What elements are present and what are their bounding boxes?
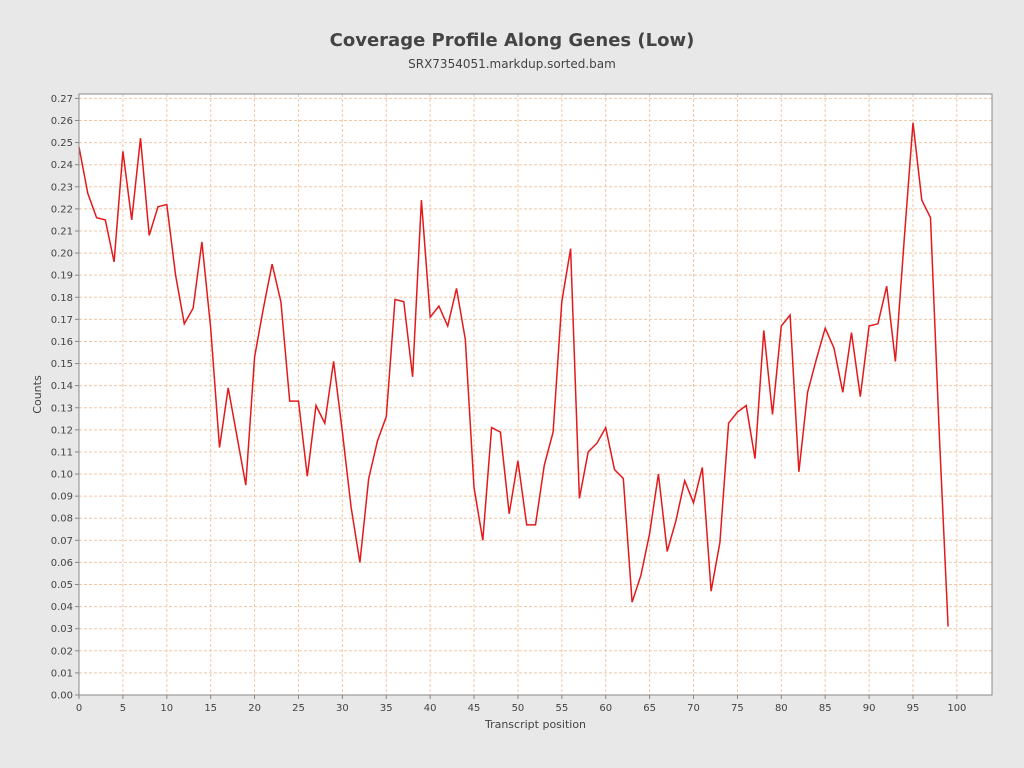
x-tick-label: 55 [555, 703, 568, 714]
y-tick-label: 0.10 [51, 470, 73, 481]
x-tick-label: 50 [512, 703, 525, 714]
y-tick-label: 0.06 [51, 558, 73, 569]
x-tick-label: 5 [120, 703, 126, 714]
y-tick-label: 0.00 [51, 691, 73, 702]
plot-border [78, 93, 993, 696]
axis-layer: 0.00 0.01 0.02 0.03 0.04 0.05 0.06 0.07 0.08 0.09… [51, 94, 967, 714]
y-tick-label: 0.15 [51, 359, 73, 370]
y-tick-label: 0.27 [51, 94, 73, 105]
x-tick-label: 20 [248, 703, 261, 714]
y-tick-label: 0.17 [51, 315, 73, 326]
y-tick-label: 0.11 [51, 447, 73, 458]
x-tick-label: 0 [76, 703, 82, 714]
y-tick-label: 0.22 [51, 204, 73, 215]
series-layer [78, 122, 949, 627]
y-tick-label: 0.02 [51, 646, 73, 657]
x-tick-label: 10 [160, 703, 173, 714]
y-tick-label: 0.23 [51, 182, 73, 193]
x-tick-label: 95 [907, 703, 920, 714]
y-axis-title: Counts [31, 375, 44, 414]
y-tick-label: 0.08 [51, 514, 73, 525]
x-tick-label: 90 [863, 703, 876, 714]
y-tick-label: 0.24 [51, 160, 73, 171]
x-tick-label: 100 [947, 703, 966, 714]
x-tick-label: 45 [468, 703, 481, 714]
y-tick-label: 0.18 [51, 293, 73, 304]
y-tick-label: 0.14 [51, 381, 73, 392]
x-tick-label: 85 [819, 703, 832, 714]
y-tick-label: 0.21 [51, 226, 73, 237]
x-tick-label: 65 [643, 703, 656, 714]
y-tick-label: 0.01 [51, 668, 73, 679]
x-tick-label: 80 [775, 703, 788, 714]
y-tick-label: 0.25 [51, 138, 73, 149]
x-tick-label: 35 [380, 703, 393, 714]
chart-subtitle: SRX7354051.markdup.sorted.bam [408, 57, 616, 71]
x-axis-title: Transcript position [484, 718, 586, 731]
y-tick-label: 0.16 [51, 337, 73, 348]
y-tick-label: 0.07 [51, 536, 73, 547]
y-tick-label: 0.26 [51, 116, 73, 127]
x-tick-label: 25 [292, 703, 305, 714]
y-tick-label: 0.05 [51, 580, 73, 591]
x-tick-label: 40 [424, 703, 437, 714]
grid-layer [78, 94, 992, 696]
x-tick-label: 30 [336, 703, 349, 714]
y-tick-label: 0.12 [51, 425, 73, 436]
x-tick-label: 75 [731, 703, 744, 714]
y-tick-label: 0.09 [51, 492, 73, 503]
y-tick-label: 0.04 [51, 602, 73, 613]
y-tick-label: 0.19 [51, 271, 73, 282]
y-tick-label: 0.03 [51, 624, 73, 635]
x-tick-label: 70 [687, 703, 700, 714]
y-tick-label: 0.20 [51, 249, 73, 260]
y-tick-label: 0.13 [51, 403, 73, 414]
chart-title: Coverage Profile Along Genes (Low) [329, 30, 695, 51]
x-tick-label: 60 [599, 703, 612, 714]
plot-background [79, 94, 992, 695]
x-tick-label: 15 [204, 703, 217, 714]
series-line [78, 122, 949, 627]
